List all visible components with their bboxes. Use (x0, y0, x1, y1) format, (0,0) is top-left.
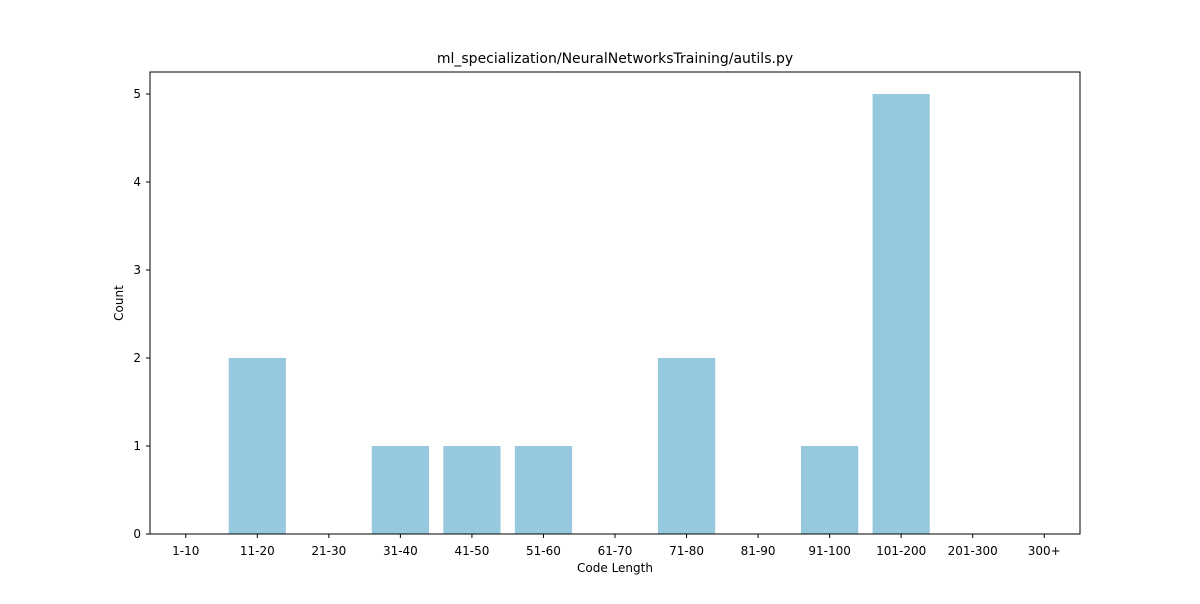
y-tick-label: 3 (133, 263, 141, 277)
bar-91-100 (801, 446, 859, 534)
plot-frame (149, 71, 1081, 535)
x-tick-label: 201-300 (948, 544, 998, 558)
bar-101-200 (872, 94, 930, 534)
x-tick-label: 71-80 (669, 544, 704, 558)
y-tick-label: 2 (133, 351, 141, 365)
x-tick-label: 31-40 (383, 544, 418, 558)
x-tick-label: 81-90 (741, 544, 776, 558)
y-tick-label: 1 (133, 439, 141, 453)
y-tick-label: 5 (133, 87, 141, 101)
y-axis-label: Count (112, 285, 126, 321)
x-tick-label: 21-30 (311, 544, 346, 558)
bars-layer (228, 94, 930, 534)
bar-71-80 (657, 358, 716, 534)
x-axis: 1-10 11-20 21-30 31-40 41-50 51-60 61-70 71-80 8… (172, 534, 1061, 558)
y-tick-label: 0 (133, 527, 141, 541)
x-tick-label: 61-70 (598, 544, 633, 558)
x-tick-label: 300+ (1028, 544, 1061, 558)
bar-31-40 (371, 446, 429, 534)
x-tick-label: 11-20 (240, 544, 275, 558)
y-tick-label: 4 (133, 175, 141, 189)
x-tick-label: 101-200 (876, 544, 926, 558)
bar-51-60 (514, 446, 573, 534)
x-tick-label: 41-50 (454, 544, 489, 558)
chart-title: ml_specialization/NeuralNetworksTraining… (437, 51, 793, 67)
bar-41-50 (443, 446, 501, 534)
bar-11-20 (228, 358, 286, 534)
x-tick-label: 51-60 (526, 544, 561, 558)
y-axis: 0 1 2 3 4 5 (133, 87, 150, 541)
x-tick-label: 91-100 (808, 544, 851, 558)
x-axis-label: Code Length (577, 561, 653, 575)
x-tick-label: 1-10 (172, 544, 199, 558)
